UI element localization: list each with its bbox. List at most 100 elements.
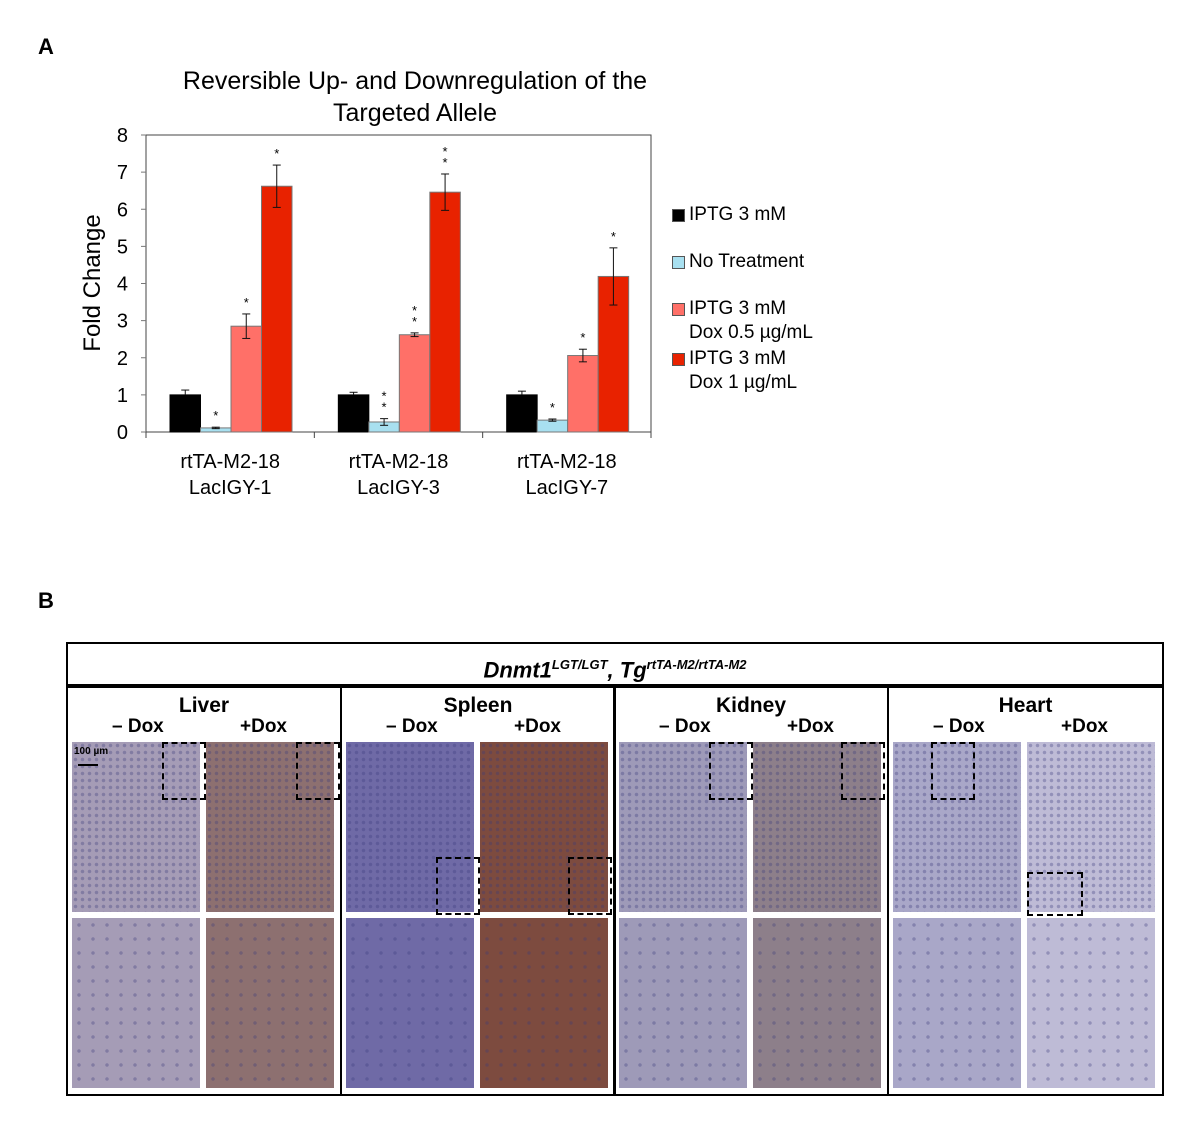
inset-box (568, 857, 612, 915)
genotype-header: Dnmt1LGT/LGT, TgrtTA-M2/rtTA-M2 (66, 642, 1164, 688)
significance-star: * (550, 400, 555, 415)
gene-allele: LGT/LGT (551, 657, 608, 672)
tissue-column-kidney: Kidney – Dox +Dox (613, 684, 889, 1096)
inset-box (296, 742, 340, 800)
bar (230, 325, 262, 433)
histology-panel: Dnmt1LGT/LGT, TgrtTA-M2/rtTA-M2 Liver – D… (66, 642, 1164, 1096)
micrograph-minus-dox (619, 742, 753, 912)
panel-a-label: A (38, 34, 54, 59)
plus-dox-label: +Dox (240, 716, 287, 737)
tissue-column-liver: Liver – Dox +Dox 100 µm (66, 684, 342, 1096)
y-axis-label: Fold Change (79, 214, 106, 351)
x-tick-label: LacIGY-1 (189, 477, 272, 499)
y-tick-label: 2 (117, 348, 128, 370)
bar (169, 394, 201, 433)
y-tick-label: 0 (117, 422, 128, 444)
significance-star: * (274, 146, 279, 161)
tissue-name: Liver (178, 694, 230, 717)
x-tick-label: LacIGY-3 (357, 477, 440, 499)
y-tick-label: 8 (117, 125, 128, 147)
scale-bar (78, 764, 98, 766)
chart-title-line-2: Targeted Allele (332, 99, 497, 127)
y-tick-label: 6 (117, 199, 128, 221)
y-tick-label: 7 (117, 162, 128, 184)
legend-swatch (672, 353, 685, 366)
micrograph-minus-dox: 100 µm (72, 742, 206, 912)
legend-label: IPTG 3 mM (689, 204, 787, 225)
zoomed-micrograph-minus-dox (893, 918, 1021, 1088)
zoomed-micrograph-minus-dox (72, 918, 200, 1088)
y-tick-label: 3 (117, 311, 128, 333)
inset-box (1027, 872, 1083, 916)
zoomed-micrograph-plus-dox (206, 918, 334, 1088)
chart-title-line-1: Reversible Up- and Downregulation of the (182, 67, 648, 95)
legend-swatch (672, 256, 685, 269)
significance-star: * (382, 400, 387, 415)
legend-label: Dox 0.5 µg/mL (689, 322, 813, 343)
y-tick-label: 4 (117, 274, 128, 296)
bar (567, 355, 599, 433)
significance-star: * (244, 295, 249, 310)
significance-star: * (412, 314, 417, 329)
plus-dox-label: +Dox (514, 716, 561, 737)
x-tick-label: LacIGY-7 (526, 477, 609, 499)
tissue-name: Spleen (443, 694, 513, 717)
legend-swatch (672, 209, 685, 222)
gene-name: Dnmt1 (483, 657, 552, 683)
legend-label: No Treatment (689, 251, 805, 272)
bar (429, 191, 461, 433)
y-tick-label: 1 (117, 385, 128, 407)
bar (261, 185, 293, 433)
micrograph-minus-dox (893, 742, 1021, 912)
zoomed-micrograph-plus-dox (480, 918, 608, 1088)
y-tick-label: 5 (117, 236, 128, 258)
transgene-allele: rtTA-M2/rtTA-M2 (646, 657, 747, 672)
x-tick-label: rtTA-M2-18 (180, 451, 280, 473)
plus-dox-label: +Dox (1061, 716, 1108, 737)
micrograph-minus-dox (346, 742, 480, 915)
significance-star: * (382, 389, 387, 404)
minus-dox-label: – Dox (386, 716, 438, 737)
panel-b-label: B (38, 588, 54, 613)
tissue-name: Kidney (715, 694, 786, 717)
zoomed-micrograph-plus-dox (753, 918, 881, 1088)
significance-star: * (443, 144, 448, 159)
bar (398, 334, 431, 433)
bar (506, 394, 538, 433)
tissue-column-spleen: Spleen – Dox +Dox (340, 684, 616, 1096)
inset-box (931, 742, 975, 800)
scale-bar-label: 100 µm (74, 746, 109, 757)
significance-star: * (443, 155, 448, 170)
significance-star: * (412, 303, 417, 318)
header-separator: , (607, 657, 620, 683)
tissue-column-heart: Heart – Dox +Dox (887, 684, 1164, 1096)
x-tick-label: rtTA-M2-18 (349, 451, 449, 473)
micrograph-plus-dox (480, 742, 612, 915)
micrograph-plus-dox (206, 742, 340, 912)
significance-star: * (213, 408, 218, 423)
bar (337, 394, 370, 433)
inset-box (709, 742, 753, 800)
plus-dox-label: +Dox (787, 716, 834, 737)
micrograph-plus-dox (753, 742, 885, 912)
legend-label: IPTG 3 mM (689, 348, 787, 369)
minus-dox-label: – Dox (112, 716, 164, 737)
transgene-name: Tg (619, 657, 647, 683)
minus-dox-label: – Dox (933, 716, 985, 737)
legend-swatch (672, 303, 685, 316)
zoomed-micrograph-minus-dox (346, 918, 474, 1088)
minus-dox-label: – Dox (659, 716, 711, 737)
micrograph-plus-dox (1027, 742, 1155, 916)
bar (536, 419, 569, 433)
tissue-name: Heart (998, 694, 1053, 717)
inset-box (436, 857, 480, 915)
x-tick-label: rtTA-M2-18 (517, 451, 617, 473)
legend-label: IPTG 3 mM (689, 298, 787, 319)
significance-star: * (580, 330, 585, 345)
significance-star: * (611, 229, 616, 244)
zoomed-micrograph-minus-dox (619, 918, 747, 1088)
inset-box (162, 742, 206, 800)
legend-label: Dox 1 µg/mL (689, 372, 798, 393)
